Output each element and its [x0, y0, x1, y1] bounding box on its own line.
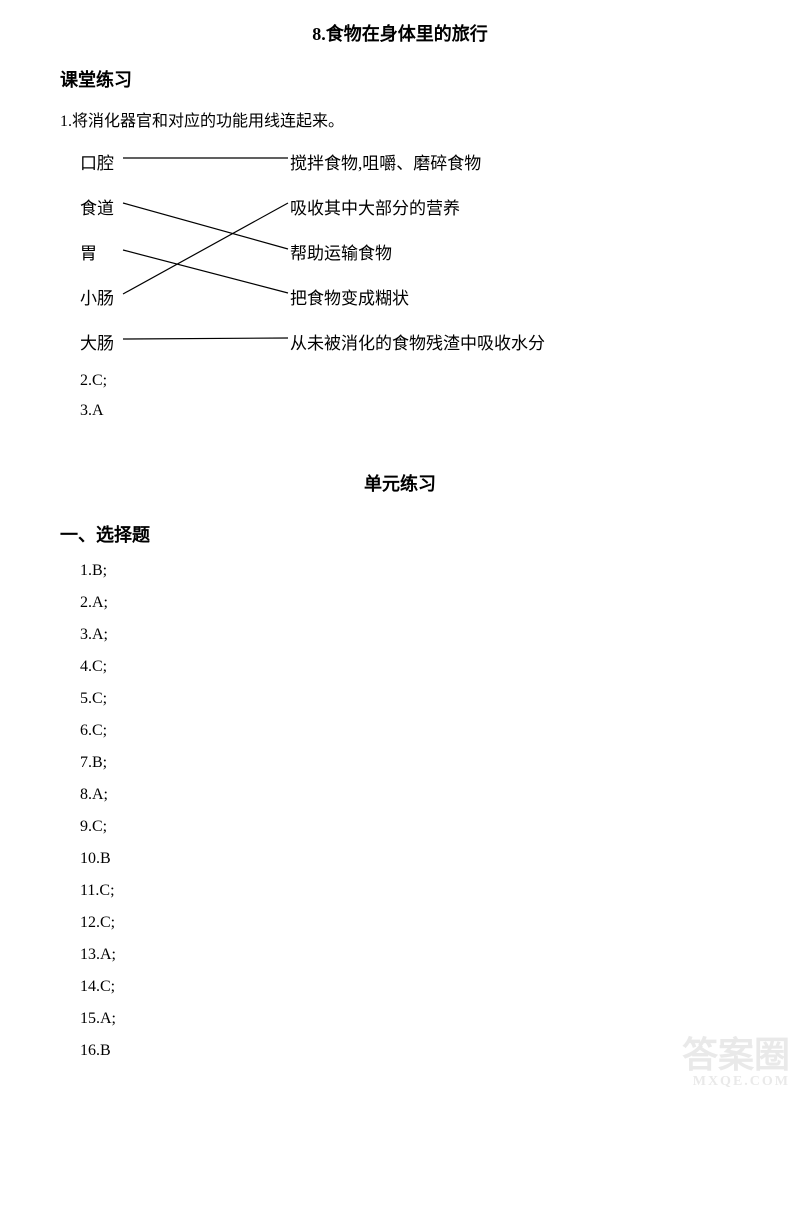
- mc-answer-item: 12.C;: [60, 914, 740, 932]
- question-1-text: 1.将消化器官和对应的功能用线连起来。: [60, 107, 740, 131]
- mc-answer-item: 10.B: [60, 850, 740, 868]
- section-header-classroom: 课堂练习: [60, 66, 740, 92]
- match-right-item: 帮助运输食物: [290, 239, 392, 264]
- answer-2: 2.C;: [60, 372, 740, 390]
- mc-answer-item: 3.A;: [60, 626, 740, 644]
- mc-answer-item: 1.B;: [60, 562, 740, 580]
- mc-answer-item: 15.A;: [60, 1010, 740, 1028]
- match-right-item: 把食物变成糊状: [290, 284, 409, 309]
- mc-answer-item: 8.A;: [60, 786, 740, 804]
- match-right-item: 从未被消化的食物残渣中吸收水分: [290, 329, 545, 354]
- mc-answer-item: 9.C;: [60, 818, 740, 836]
- watermark-sub: MXQE.COM: [682, 1075, 790, 1089]
- mc-answers-list: 1.B; 2.A; 3.A; 4.C; 5.C; 6.C; 7.B; 8.A; 9.C; 10.B…: [60, 562, 740, 1060]
- mc-answer-item: 2.A;: [60, 594, 740, 612]
- unit-practice-title: 单元练习: [60, 470, 740, 496]
- match-left-item: 口腔: [80, 149, 114, 174]
- mc-answer-item: 6.C;: [60, 722, 740, 740]
- match-left-item: 大肠: [80, 329, 114, 354]
- match-left-item: 食道: [80, 194, 114, 219]
- answer-3: 3.A: [60, 402, 740, 420]
- match-left-item: 胃: [80, 239, 97, 264]
- mc-answer-item: 7.B;: [60, 754, 740, 772]
- match-left-item: 小肠: [80, 284, 114, 309]
- mc-answer-item: 5.C;: [60, 690, 740, 708]
- mc-answer-item: 14.C;: [60, 978, 740, 996]
- mc-answer-item: 16.B: [60, 1042, 740, 1060]
- mc-answer-item: 4.C;: [60, 658, 740, 676]
- matching-diagram: 口腔食道胃小肠大肠 搅拌食物,咀嚼、磨碎食物吸收其中大部分的营养帮助运输食物把食物…: [60, 139, 740, 364]
- match-right-item: 吸收其中大部分的营养: [290, 194, 460, 219]
- match-right-item: 搅拌食物,咀嚼、磨碎食物: [290, 149, 481, 174]
- mc-answer-item: 13.A;: [60, 946, 740, 964]
- page-title: 8.食物在身体里的旅行: [60, 20, 740, 46]
- mc-answer-item: 11.C;: [60, 882, 740, 900]
- subsection-mc-header: 一、选择题: [60, 521, 740, 547]
